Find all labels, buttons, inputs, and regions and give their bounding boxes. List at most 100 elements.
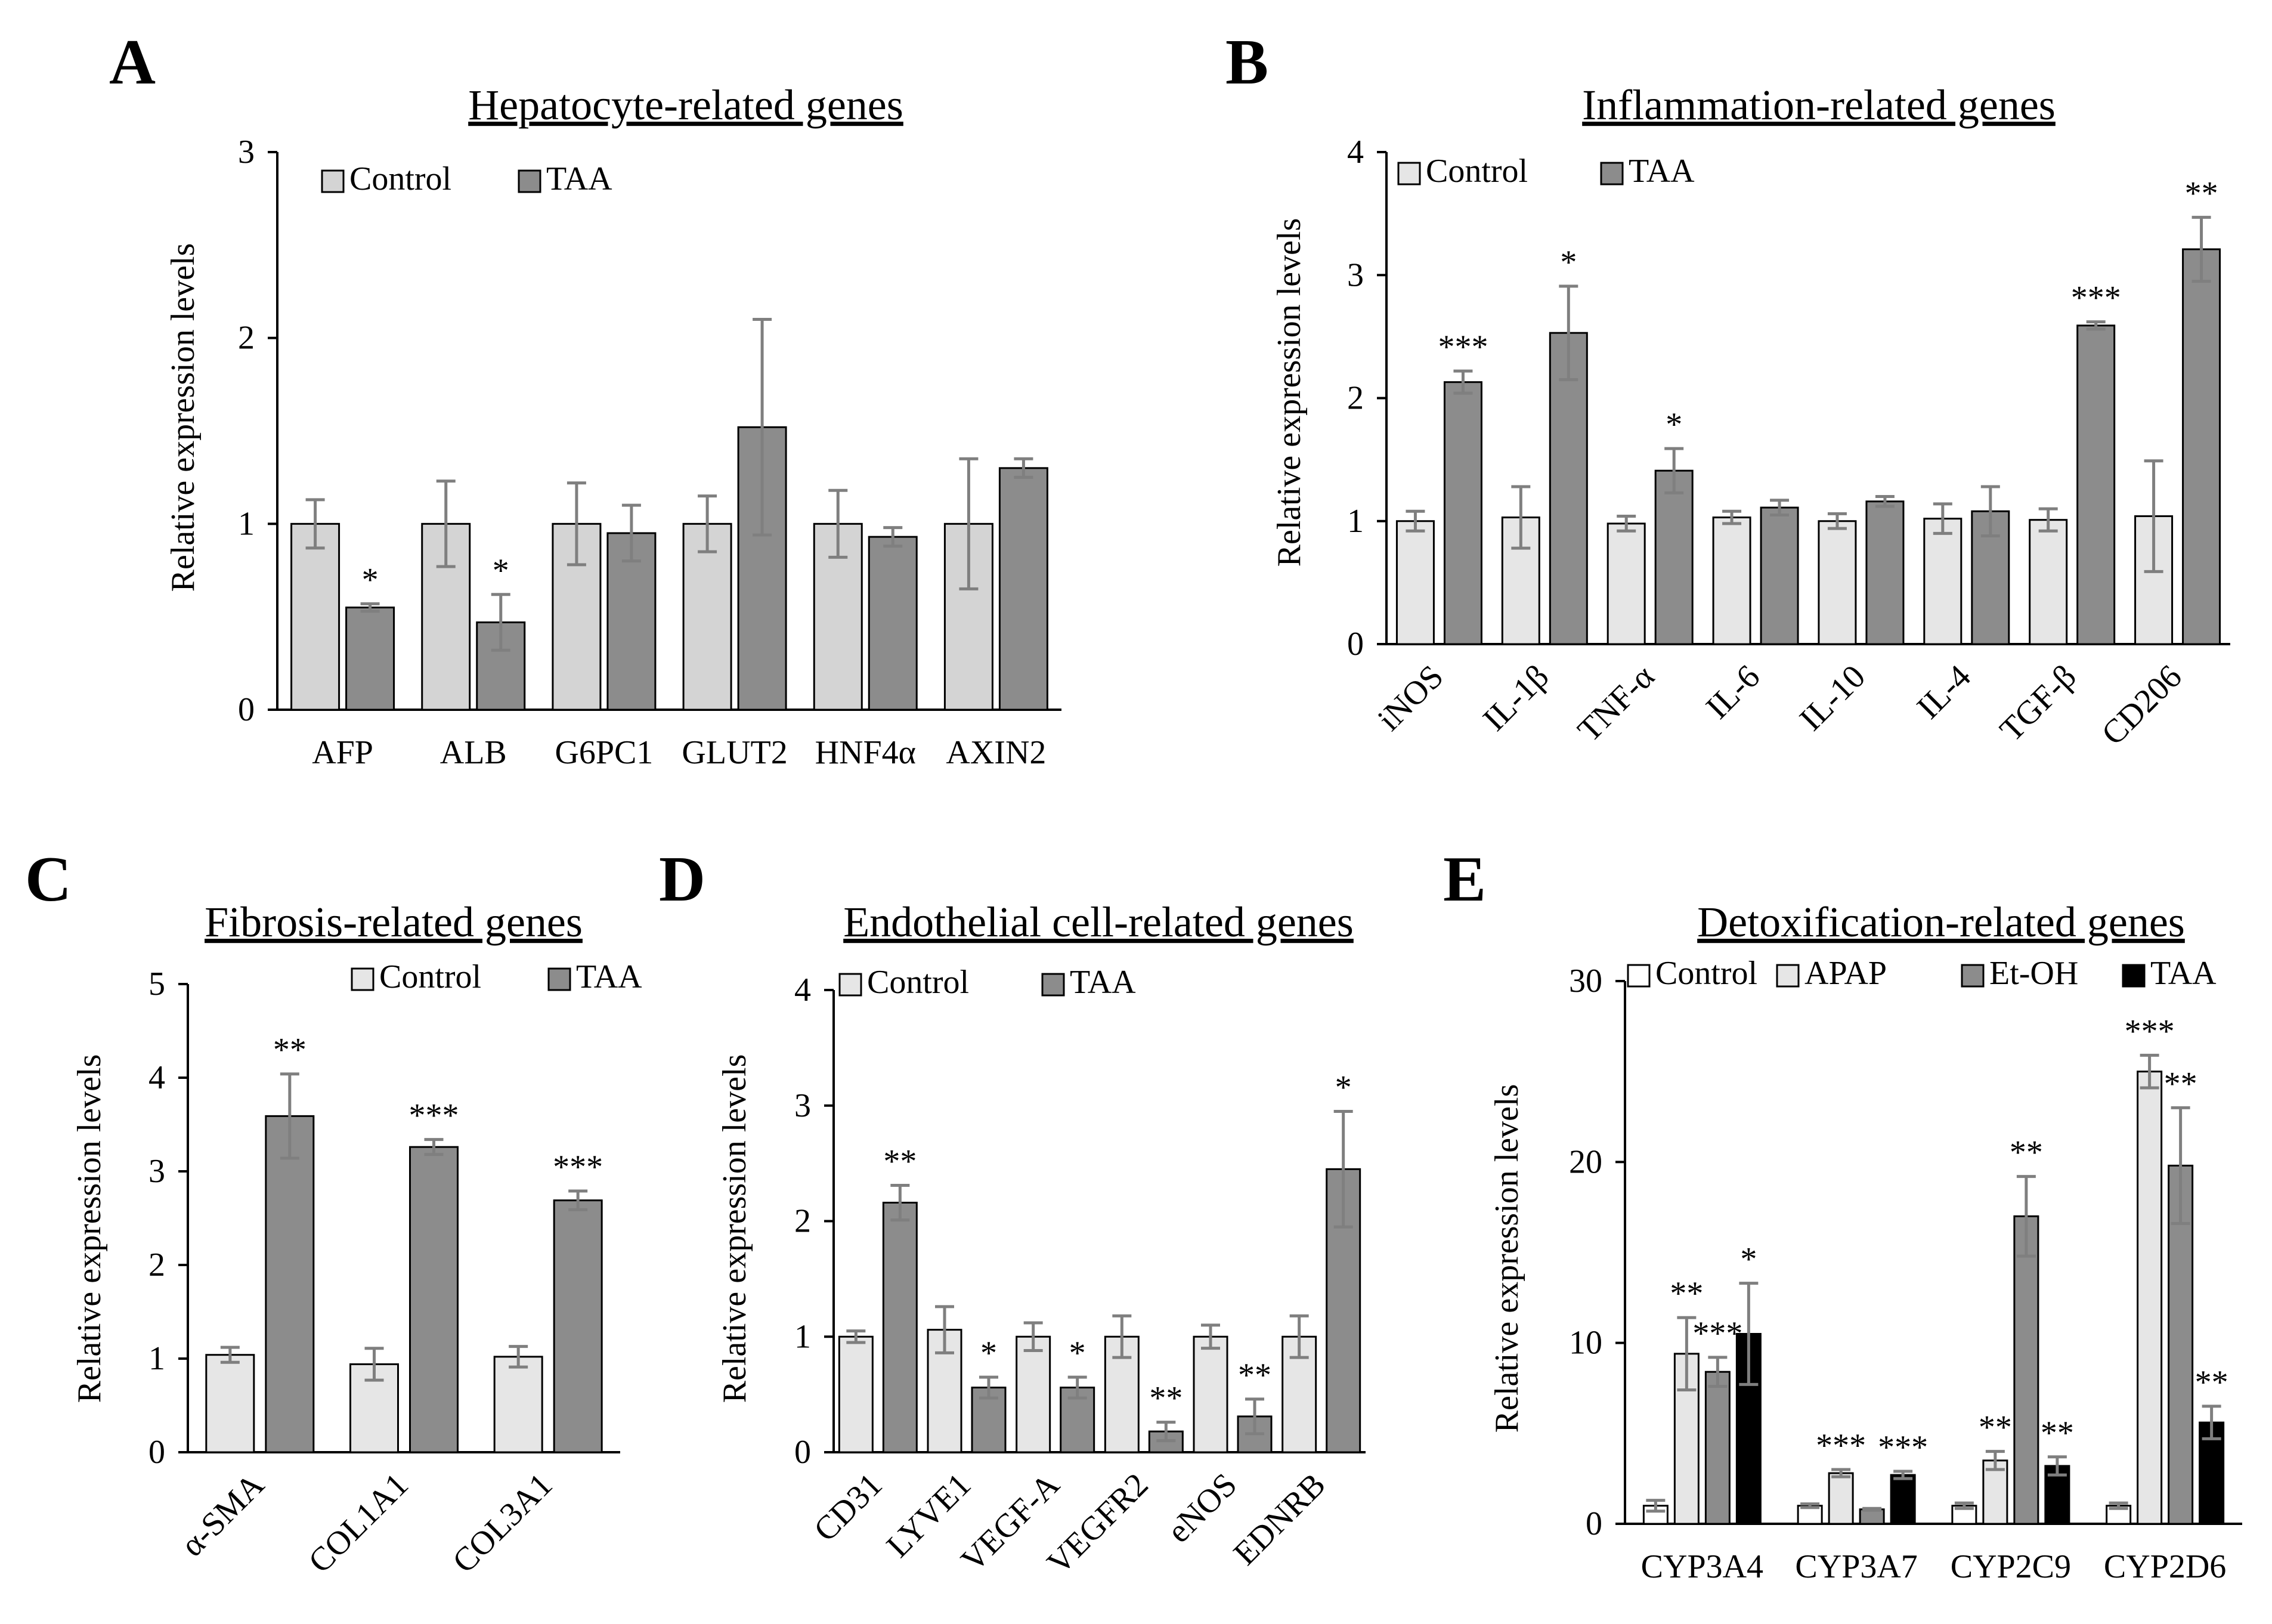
y-tick-label: 0 [238, 691, 255, 728]
legend-swatch [351, 967, 374, 991]
bar [868, 536, 918, 711]
significance-label: * [493, 552, 509, 589]
category-label: GLUT2 [682, 734, 787, 771]
significance-label: ** [273, 1032, 307, 1069]
y-tick-label: 1 [148, 1340, 165, 1377]
y-tick-label: 5 [148, 966, 165, 1003]
significance-label: *** [1816, 1427, 1866, 1464]
bar [1549, 332, 1588, 645]
y-tick-label: 3 [1347, 256, 1364, 293]
bar [1890, 1474, 1916, 1525]
y-tick-label: 2 [148, 1246, 165, 1283]
legend-swatch [1627, 964, 1651, 988]
bar [409, 1146, 459, 1453]
bar [2137, 1071, 2163, 1525]
significance-label: ** [1149, 1380, 1183, 1417]
bar [998, 467, 1048, 711]
significance-label: *** [1692, 1315, 1742, 1352]
category-label: HNF4α [815, 734, 916, 771]
panel-letter-b: B [1225, 27, 1268, 98]
y-tick-label: 1 [238, 505, 255, 542]
bar [1712, 516, 1751, 645]
y-tick-label: 0 [1347, 626, 1364, 663]
bar [1654, 469, 1694, 645]
bar [553, 1199, 603, 1453]
category-label: AXIN2 [946, 734, 1046, 771]
significance-label: * [1666, 406, 1682, 443]
significance-label: *** [1438, 329, 1488, 366]
bar [882, 1202, 918, 1453]
legend-label: TAA [2150, 955, 2217, 992]
legend-label: TAA [546, 160, 612, 197]
legend-swatch [321, 169, 345, 193]
significance-label: ** [2185, 175, 2218, 212]
panel-letter-a: A [109, 27, 156, 98]
category-label: IL-4 [1910, 658, 1978, 726]
significance-label: * [1560, 244, 1577, 281]
significance-label: *** [2125, 1013, 2175, 1050]
significance-label: *** [553, 1149, 603, 1186]
category-label: TGF-β [1993, 658, 2084, 748]
legend-label: TAA [1070, 964, 1136, 1001]
significance-label: ** [2041, 1415, 2074, 1452]
panel-d-ylabel: Relative expression levels [716, 1054, 753, 1403]
panel-d-title: Endothelial cell-related genes [843, 898, 1354, 946]
category-label: CYP3A4 [1641, 1548, 1763, 1585]
significance-label: * [1740, 1241, 1757, 1278]
bar [1193, 1335, 1228, 1453]
panel-c-ylabel: Relative expression levels [71, 1054, 108, 1403]
legend-swatch [547, 967, 571, 991]
category-label: α-SMA [174, 1466, 271, 1564]
category-label: G6PC1 [555, 734, 653, 771]
y-tick-label: 3 [794, 1087, 811, 1124]
category-label: CD31 [807, 1466, 889, 1548]
y-tick-label: 1 [1347, 503, 1364, 540]
y-tick-label: 2 [1347, 380, 1364, 417]
significance-label: ** [2195, 1364, 2228, 1401]
legend-label: APAP [1804, 955, 1887, 992]
legend-swatch [1397, 162, 1421, 185]
significance-label: * [980, 1335, 997, 1372]
category-label: eNOS [1160, 1466, 1245, 1550]
legend-label: Control [1426, 153, 1528, 190]
panel-b-ylabel: Relative expression levels [1271, 218, 1308, 567]
bar [2029, 519, 2068, 645]
legend-swatch [2122, 964, 2146, 988]
legend-swatch [1776, 964, 1800, 988]
bar [265, 1115, 315, 1453]
y-tick-label: 4 [794, 972, 811, 1009]
bar [1760, 506, 1799, 645]
legend-swatch [1961, 964, 1985, 988]
significance-label: * [1069, 1335, 1086, 1372]
bar [838, 1335, 874, 1453]
panel-a: A Hepatocyte-related genes Relative expr… [109, 27, 1061, 771]
y-tick-label: 3 [238, 134, 255, 171]
bar [205, 1354, 255, 1453]
significance-label: * [362, 561, 379, 598]
significance-label: *** [2071, 280, 2121, 317]
category-label: AFP [312, 734, 373, 771]
legend-label: TAA [1629, 153, 1695, 190]
bar [1828, 1472, 1854, 1525]
panel-a-title: Hepatocyte-related genes [468, 81, 903, 129]
panel-letter-e: E [1443, 844, 1486, 915]
bar [1607, 522, 1646, 645]
category-label: EDNRB [1227, 1466, 1333, 1572]
legend-swatch [518, 169, 541, 193]
category-label: IL-10 [1793, 658, 1872, 738]
y-tick-label: 3 [148, 1153, 165, 1190]
bar [1865, 500, 1905, 645]
panel-e-title: Detoxification-related genes [1697, 898, 2185, 946]
panel-b-title: Inflammation-related genes [1582, 81, 2056, 129]
panel-a-ylabel: Relative expression levels [165, 243, 202, 592]
panel-c-title: Fibrosis-related genes [205, 898, 583, 946]
category-label: IL-6 [1699, 658, 1767, 726]
legend-swatch [1041, 973, 1065, 997]
y-tick-label: 10 [1569, 1325, 1602, 1362]
y-tick-label: 4 [148, 1059, 165, 1096]
bar [1923, 518, 1963, 645]
y-tick-label: 0 [148, 1434, 165, 1471]
category-label: iNOS [1371, 658, 1451, 738]
bar [1395, 520, 1435, 645]
